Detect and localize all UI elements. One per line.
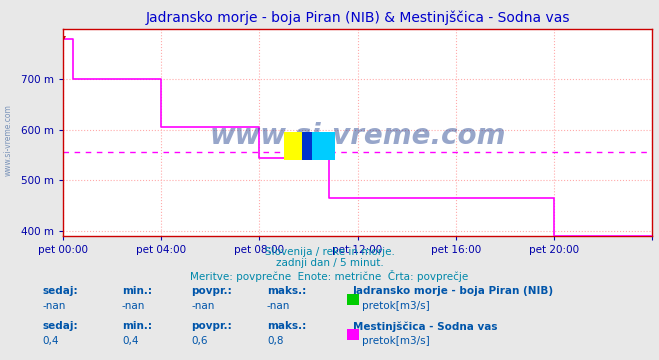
Text: sedaj:: sedaj: [43,286,78,296]
Text: pretok[m3/s]: pretok[m3/s] [362,301,430,311]
Text: Mestinjščica - Sodna vas: Mestinjščica - Sodna vas [353,321,497,332]
Text: -nan: -nan [267,301,290,311]
Text: 0,4: 0,4 [122,336,138,346]
Text: Meritve: povprečne  Enote: metrične  Črta: povprečje: Meritve: povprečne Enote: metrične Črta:… [190,270,469,282]
Text: maks.:: maks.: [267,321,306,331]
Text: www.si-vreme.com: www.si-vreme.com [210,122,505,150]
Text: sedaj:: sedaj: [43,321,78,331]
Text: Jadransko morje - boja Piran (NIB): Jadransko morje - boja Piran (NIB) [353,286,554,296]
Text: 0,4: 0,4 [43,336,59,346]
Text: www.si-vreme.com: www.si-vreme.com [4,104,13,176]
Text: maks.:: maks.: [267,286,306,296]
Text: Slovenija / reke in morje.: Slovenija / reke in morje. [264,247,395,257]
Text: -nan: -nan [122,301,145,311]
Text: -nan: -nan [43,301,66,311]
Text: min.:: min.: [122,321,152,331]
Text: povpr.:: povpr.: [191,321,232,331]
Polygon shape [284,132,312,160]
Text: povpr.:: povpr.: [191,286,232,296]
Polygon shape [302,132,312,160]
Text: -nan: -nan [191,301,214,311]
Text: min.:: min.: [122,286,152,296]
Text: zadnji dan / 5 minut.: zadnji dan / 5 minut. [275,258,384,268]
Text: 0,8: 0,8 [267,336,283,346]
Text: 0,6: 0,6 [191,336,208,346]
Title: Jadransko morje - boja Piran (NIB) & Mestinjščica - Sodna vas: Jadransko morje - boja Piran (NIB) & Mes… [145,10,570,25]
Polygon shape [302,132,335,160]
Text: pretok[m3/s]: pretok[m3/s] [362,336,430,346]
